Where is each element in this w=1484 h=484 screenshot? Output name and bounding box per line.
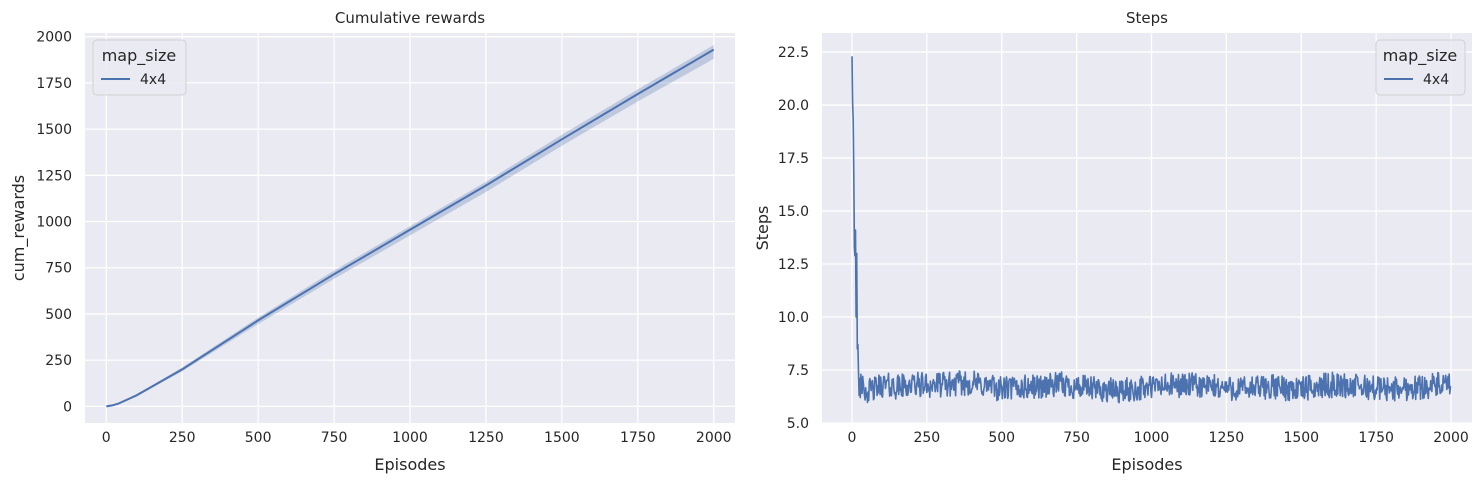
x-tick-label: 750 bbox=[321, 430, 348, 446]
x-tick-label: 250 bbox=[169, 430, 196, 446]
chart-title: Cumulative rewards bbox=[335, 9, 485, 27]
confidence-band-4x4 bbox=[106, 45, 714, 407]
y-tick-label: 12.5 bbox=[778, 257, 809, 273]
x-axis-label: Episodes bbox=[374, 455, 445, 474]
plot-area bbox=[822, 33, 1472, 423]
x-tick-label: 1250 bbox=[1209, 430, 1245, 446]
x-tick-label: 1750 bbox=[1358, 430, 1394, 446]
y-tick-label: 7.5 bbox=[787, 363, 809, 379]
x-axis-label: Episodes bbox=[1111, 455, 1182, 474]
legend-label-4x4: 4x4 bbox=[140, 72, 166, 88]
x-tick-label: 250 bbox=[913, 430, 940, 446]
x-tick-label: 1500 bbox=[544, 430, 580, 446]
series-line-4x4 bbox=[106, 48, 715, 408]
y-tick-label: 17.5 bbox=[778, 151, 809, 167]
legend-label-4x4: 4x4 bbox=[1423, 72, 1449, 88]
x-tick-label: 750 bbox=[1063, 430, 1090, 446]
x-tick-label: 0 bbox=[102, 430, 111, 446]
legend: map_size 4x4 bbox=[92, 39, 187, 96]
x-tick-label: 1000 bbox=[1134, 430, 1170, 446]
series-line-4x4 bbox=[851, 56, 1452, 404]
y-tick-label: 0 bbox=[63, 399, 72, 415]
legend-title: map_size bbox=[102, 46, 177, 66]
y-tick-label: 15.0 bbox=[778, 204, 809, 220]
x-tick-label: 2000 bbox=[1433, 430, 1469, 446]
legend-box bbox=[92, 39, 187, 96]
y-tick-label: 5.0 bbox=[787, 416, 809, 432]
chart-title: Steps bbox=[1126, 9, 1168, 27]
x-tick-label: 1750 bbox=[620, 430, 656, 446]
y-axis-label: cum_rewards bbox=[9, 175, 29, 281]
legend-box bbox=[1375, 39, 1466, 96]
x-tick-label: 1250 bbox=[468, 430, 504, 446]
y-tick-label: 1750 bbox=[36, 76, 72, 92]
cumulative-rewards-chart: 0 250 500 750 1000 1250 1500 1750 2000 0 250 500 75… bbox=[9, 9, 735, 474]
y-tick-label: 1000 bbox=[36, 215, 72, 231]
x-tick-label: 500 bbox=[245, 430, 272, 446]
x-tick-label: 1000 bbox=[392, 430, 428, 446]
y-tick-label: 20.0 bbox=[778, 98, 809, 114]
x-tick-label: 500 bbox=[988, 430, 1015, 446]
y-tick-label: 250 bbox=[45, 353, 72, 369]
legend: map_size 4x4 bbox=[1375, 39, 1466, 96]
x-tick-label: 0 bbox=[847, 430, 856, 446]
x-tick-label: 1500 bbox=[1283, 430, 1319, 446]
legend-title: map_size bbox=[1383, 46, 1458, 66]
y-tick-label: 2000 bbox=[36, 30, 72, 46]
x-tick-label: 2000 bbox=[696, 430, 732, 446]
y-tick-label: 10.0 bbox=[778, 310, 809, 326]
steps-chart: 0 250 500 750 1000 1250 1500 1750 2000 5.0 7.5 10.… bbox=[753, 9, 1472, 474]
y-tick-label: 22.5 bbox=[778, 45, 809, 61]
y-tick-label: 500 bbox=[45, 307, 72, 323]
y-tick-label: 1500 bbox=[36, 122, 72, 138]
y-tick-label: 750 bbox=[45, 261, 72, 277]
y-axis-label: Steps bbox=[753, 206, 772, 251]
y-tick-label: 1250 bbox=[36, 168, 72, 184]
